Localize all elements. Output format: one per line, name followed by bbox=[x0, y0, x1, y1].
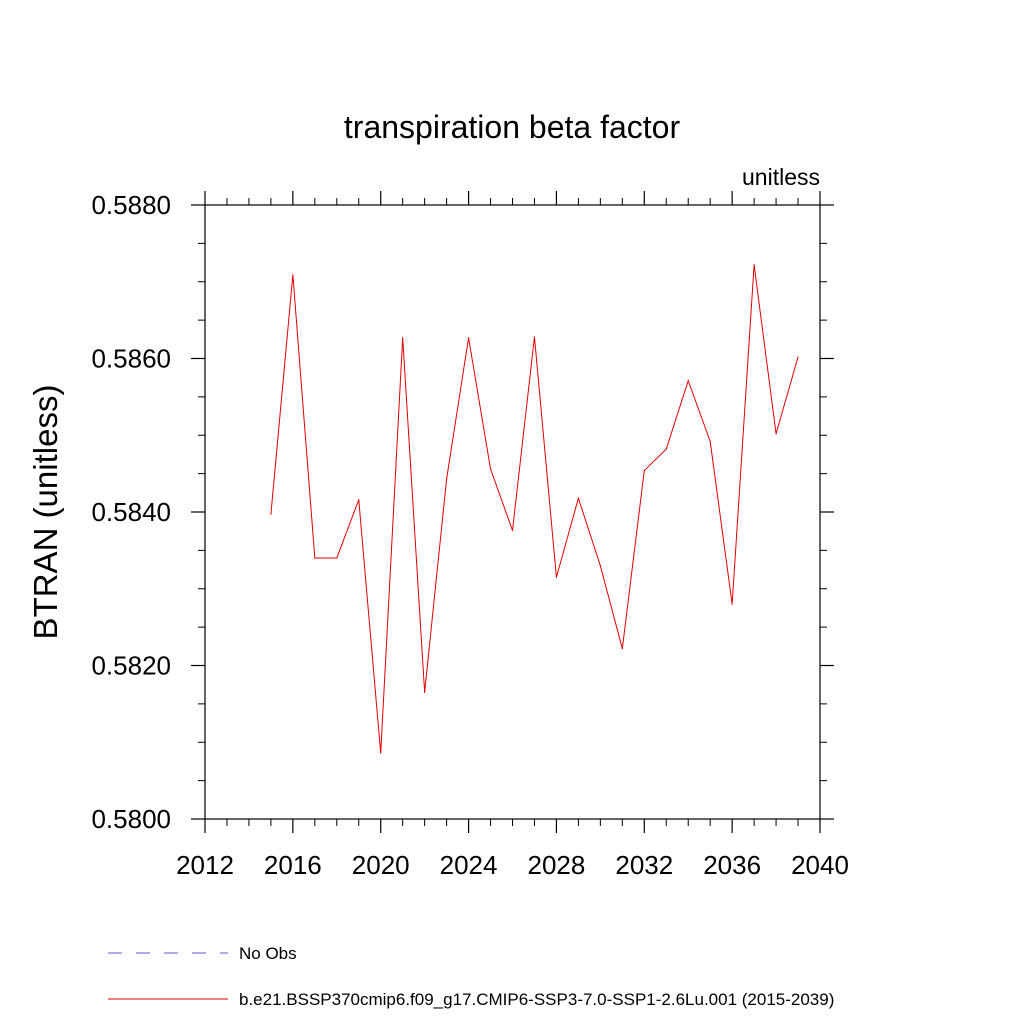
data-point bbox=[270, 513, 272, 515]
y-tick-label: 0.5820 bbox=[91, 651, 171, 681]
x-tick-label: 2012 bbox=[176, 850, 234, 880]
x-tick-label: 2028 bbox=[528, 850, 586, 880]
data-point bbox=[336, 557, 338, 559]
data-point bbox=[555, 576, 558, 578]
data-point bbox=[511, 529, 514, 532]
data-point bbox=[314, 557, 316, 559]
data-point bbox=[643, 469, 645, 472]
minor-ticks bbox=[198, 198, 827, 826]
x-tick-label: 2036 bbox=[703, 850, 761, 880]
x-tick-label: 2020 bbox=[352, 850, 410, 880]
data-point bbox=[665, 448, 667, 450]
data-point bbox=[599, 565, 601, 567]
chart-title: transpiration beta factor bbox=[344, 109, 681, 145]
series-group bbox=[270, 264, 799, 754]
data-point bbox=[489, 468, 492, 470]
data-point bbox=[292, 274, 294, 276]
series-line bbox=[270, 264, 799, 754]
y-tick-label: 0.5860 bbox=[91, 344, 171, 374]
data-point bbox=[467, 337, 470, 339]
plot-area-frame bbox=[204, 204, 821, 820]
y-axis-label: BTRAN (unitless) bbox=[27, 385, 64, 640]
data-point bbox=[533, 336, 536, 338]
data-point bbox=[753, 264, 755, 266]
data-point bbox=[731, 603, 733, 605]
data-point bbox=[621, 648, 623, 650]
legend: No Obs b.e21.BSSP370cmip6.f09_g17.CMIP6-S… bbox=[108, 944, 834, 1009]
x-tick-label: 2040 bbox=[791, 850, 849, 880]
y-tick-label: 0.5840 bbox=[91, 497, 171, 527]
x-tick-labels: 2012 2016 2020 2024 2028 2032 2036 2040 bbox=[176, 850, 849, 880]
data-point bbox=[424, 691, 426, 693]
legend-label: b.e21.BSSP370cmip6.f09_g17.CMIP6-SSP3-7.… bbox=[239, 990, 834, 1009]
data-point bbox=[797, 356, 799, 358]
x-tick-label: 2024 bbox=[440, 850, 498, 880]
data-point bbox=[577, 497, 579, 499]
data-point bbox=[687, 380, 689, 382]
y-tick-label: 0.5880 bbox=[91, 190, 171, 220]
data-point bbox=[358, 499, 360, 501]
y-tick-labels: 0.5800 0.5820 0.5840 0.5860 0.5880 bbox=[91, 190, 171, 834]
data-point bbox=[775, 433, 777, 435]
major-ticks bbox=[191, 191, 834, 833]
data-point bbox=[446, 478, 448, 480]
legend-label: No Obs bbox=[239, 944, 297, 963]
units-label: unitless bbox=[742, 164, 820, 190]
data-point bbox=[402, 337, 404, 339]
x-tick-label: 2032 bbox=[615, 850, 673, 880]
x-tick-label: 2016 bbox=[264, 850, 322, 880]
data-point bbox=[709, 440, 711, 442]
y-tick-label: 0.5800 bbox=[91, 804, 171, 834]
data-point bbox=[380, 752, 382, 754]
